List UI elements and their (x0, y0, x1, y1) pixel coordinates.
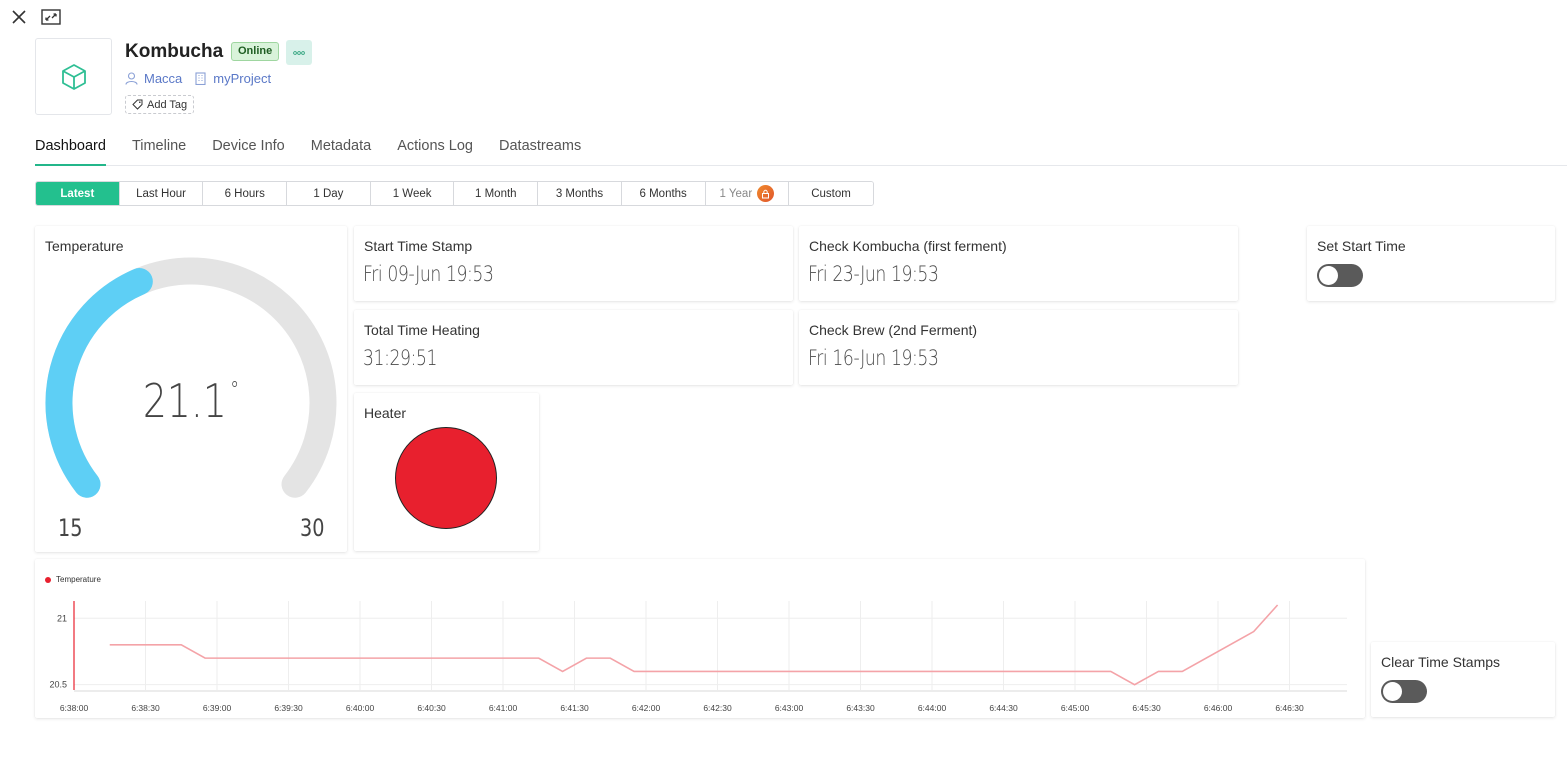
building-icon (195, 72, 206, 85)
x-tick-label: 6:43:30 (846, 703, 875, 713)
x-tick-label: 6:41:00 (489, 703, 518, 713)
project-link[interactable]: myProject (194, 71, 271, 86)
temperature-chart: 6:38:00 6:38:30 6:39:00 6:39:30 6:40:00 6:40:… (49, 601, 1347, 713)
x-tick-label: 6:46:30 (1275, 703, 1304, 713)
widget-title: Heater (364, 405, 407, 421)
tab-bar: Dashboard Timeline Device Info Metadata … (35, 128, 1567, 166)
tab-metadata[interactable]: Metadata (310, 138, 372, 154)
x-tick-label: 6:42:00 (632, 703, 661, 713)
gauge (45, 257, 337, 498)
toggle-knob (1319, 266, 1338, 285)
set-start-time-toggle[interactable] (1317, 264, 1363, 287)
y-tick-label: 21 (57, 613, 67, 623)
tab-datastreams[interactable]: Datastreams (499, 138, 582, 154)
x-tick-label: 6:38:00 (60, 703, 89, 713)
owner-name: Macca (144, 71, 183, 86)
start-time-widget: Start Time Stamp Fri 09-Jun 19:53 (354, 226, 793, 301)
temperature-chart-widget: Temperature 6:38:00 6:38:30 6:39:00 6:39:30… (35, 559, 1365, 718)
add-tag-button[interactable]: Add Tag (125, 95, 195, 114)
tab-timeline[interactable]: Timeline (131, 138, 187, 154)
widget-title: Total Time Heating (364, 322, 480, 338)
more-options-button[interactable] (286, 40, 312, 65)
widget-title: Check Brew (2nd Ferment) (809, 322, 978, 338)
toggle-knob (1383, 682, 1402, 701)
gauge-value-number: 21.1 (142, 374, 227, 428)
x-tick-label: 6:44:30 (989, 703, 1018, 713)
gauge-fill (45, 268, 153, 498)
user-icon (125, 72, 138, 85)
widget-value: 31:29:51 (363, 346, 438, 370)
range-1-year[interactable]: 1 Year (705, 182, 790, 205)
x-tick-label: 6:40:00 (346, 703, 375, 713)
widget-title: Temperature (45, 238, 124, 254)
y-tick-label: 20.5 (49, 680, 67, 690)
device-thumbnail (35, 38, 112, 115)
range-6-hours[interactable]: 6 Hours (203, 182, 288, 205)
chart-legend: Temperature (45, 575, 101, 584)
range-1-month[interactable]: 1 Month (454, 182, 539, 205)
widget-value: Fri 09-Jun 19:53 (363, 262, 494, 286)
widget-title: Check Kombucha (first ferment) (809, 238, 1007, 254)
window-controls (8, 6, 62, 28)
total-heating-widget: Total Time Heating 31:29:51 (354, 310, 793, 385)
clear-time-stamps-toggle[interactable] (1381, 680, 1427, 703)
range-latest[interactable]: Latest (36, 182, 120, 205)
x-tick-label: 6:39:00 (203, 703, 232, 713)
device-name: Kombucha (125, 41, 224, 62)
range-custom[interactable]: Custom (789, 182, 873, 205)
series-line-temperature (109, 604, 1279, 686)
legend-label: Temperature (56, 575, 101, 584)
check-kombucha-widget: Check Kombucha (first ferment) Fri 23-Ju… (799, 226, 1238, 301)
heater-led (395, 427, 497, 529)
time-range-selector: Latest Last Hour 6 Hours 1 Day 1 Week 1 … (35, 181, 874, 206)
tag-icon (132, 99, 143, 110)
x-tick-label: 6:45:00 (1061, 703, 1090, 713)
widget-title: Clear Time Stamps (1381, 654, 1501, 670)
widget-title: Set Start Time (1317, 238, 1406, 254)
range-last-hour[interactable]: Last Hour (119, 182, 204, 205)
widget-value: Fri 16-Jun 19:53 (808, 346, 939, 370)
x-tick-label: 6:38:30 (131, 703, 160, 713)
set-start-time-widget: Set Start Time (1307, 226, 1555, 301)
check-brew-widget: Check Brew (2nd Ferment) Fri 16-Jun 19:5… (799, 310, 1238, 385)
expand-icon[interactable] (40, 6, 62, 28)
lock-icon (757, 185, 775, 202)
range-1-year-label: 1 Year (719, 187, 753, 200)
gauge-value: 21.1 ° (63, 374, 319, 428)
tab-actions-log[interactable]: Actions Log (397, 138, 473, 154)
range-6-months[interactable]: 6 Months (621, 182, 706, 205)
x-tick-label: 6:40:30 (417, 703, 446, 713)
x-tick-label: 6:46:00 (1204, 703, 1233, 713)
x-tick-label: 6:45:30 (1132, 703, 1161, 713)
range-1-week[interactable]: 1 Week (370, 182, 455, 205)
close-icon[interactable] (8, 6, 30, 28)
x-tick-label: 6:44:00 (918, 703, 947, 713)
x-tick-label: 6:43:00 (775, 703, 804, 713)
cube-icon (61, 63, 86, 90)
owner-link[interactable]: Macca (125, 71, 182, 86)
legend-dot (45, 576, 51, 583)
range-3-months[interactable]: 3 Months (538, 182, 622, 205)
clear-time-stamps-widget: Clear Time Stamps (1371, 642, 1555, 717)
gauge-min: 15 (58, 514, 83, 542)
device-meta: Macca myProject (125, 71, 277, 86)
temperature-gauge-widget: Temperature 21.1 ° 15 30 (35, 226, 347, 552)
gauge-unit: ° (230, 378, 240, 403)
project-name: myProject (213, 71, 272, 86)
status-badge: Online (231, 42, 280, 61)
gauge-max: 30 (300, 514, 325, 542)
more-icon (293, 50, 305, 55)
widget-title: Start Time Stamp (364, 238, 473, 254)
range-1-day[interactable]: 1 Day (287, 182, 371, 205)
x-tick-label: 6:41:30 (560, 703, 589, 713)
tab-device-info[interactable]: Device Info (212, 138, 285, 154)
add-tag-label: Add Tag (147, 98, 188, 111)
tab-dashboard[interactable]: Dashboard (35, 128, 106, 166)
heater-widget: Heater (354, 393, 539, 551)
widget-value: Fri 23-Jun 19:53 (808, 262, 939, 286)
x-tick-label: 6:39:30 (274, 703, 303, 713)
x-tick-label: 6:42:30 (703, 703, 732, 713)
